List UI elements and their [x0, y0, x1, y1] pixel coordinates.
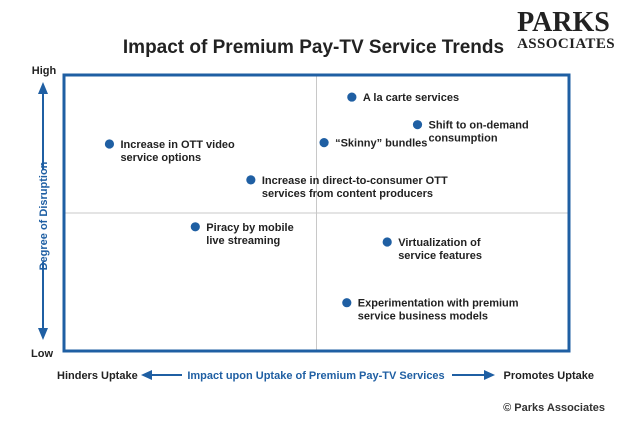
trend-point-label-line: service business models: [358, 311, 488, 323]
trend-point-label-line: Shift to on-demand: [429, 120, 529, 132]
trend-point-label-line: services from content producers: [262, 188, 433, 200]
plot-frame: [62, 73, 571, 353]
trend-point-marker: [342, 298, 352, 308]
trend-point-label: “Skinny” bundles: [335, 138, 427, 150]
logo-line-1: PARKS: [517, 7, 610, 38]
chart-title: Impact of Premium Pay-TV Service Trends: [122, 37, 505, 58]
trend-point-label-line: service options: [120, 152, 201, 164]
trend-point-marker: [382, 237, 392, 247]
trend-point-label-line: consumption: [429, 133, 498, 145]
x-axis-right-label: Promotes Uptake: [504, 370, 594, 382]
x-axis-arrow-right-icon: [484, 370, 495, 380]
trend-point-label: Piracy by mobile live streaming: [206, 222, 293, 247]
trend-point-label: A la carte services: [363, 92, 459, 104]
trend-point-label-line: A la carte services: [363, 92, 459, 104]
x-axis-left-label: Hinders Uptake: [57, 370, 138, 382]
trend-point-label-line: Virtualization of: [398, 237, 481, 249]
trend-point-label-line: Experimentation with premium: [358, 298, 519, 310]
copyright-notice: © Parks Associates: [503, 402, 605, 414]
trend-point-marker: [412, 120, 423, 130]
trend-point-label-line: Piracy by mobile: [206, 222, 293, 234]
trend-point-label-line: service features: [398, 250, 482, 262]
trend-point-label: Experimentation with premium service busi…: [358, 298, 519, 323]
y-axis-title: Degree of Disruption: [38, 161, 50, 270]
trend-point-marker: [246, 175, 256, 185]
trend-point-label: Increase in OTT video service options: [120, 139, 235, 164]
x-axis-title: Impact upon Uptake of Premium Pay-TV Ser…: [187, 370, 444, 382]
trend-point-marker: [190, 222, 200, 232]
y-axis-high-label: High: [32, 65, 57, 77]
trend-point-label-line: “Skinny” bundles: [335, 138, 427, 150]
trend-point-marker: [104, 139, 115, 149]
x-axis-arrow-left-icon: [141, 370, 152, 380]
trend-point-label: Shift to on-demand consumption: [429, 120, 529, 145]
trend-point-label: Increase in direct-to-consumer OTT servic…: [262, 175, 448, 200]
y-axis-arrow-down-icon: [38, 328, 48, 340]
trend-point-label: Virtualization of service features: [398, 237, 482, 262]
y-axis-low-label: Low: [31, 348, 53, 360]
trend-point-marker: [319, 138, 329, 148]
trend-point-marker: [347, 92, 357, 102]
y-axis-arrow-up-icon: [38, 82, 48, 94]
parks-associates-logo: PARKS ASSOCIATES: [517, 7, 615, 52]
trend-point-label-line: Increase in OTT video: [120, 139, 235, 151]
trend-point-label-line: Increase in direct-to-consumer OTT: [262, 175, 448, 187]
logo-line-2: ASSOCIATES: [517, 35, 615, 52]
trend-point-label-line: live streaming: [206, 235, 280, 247]
